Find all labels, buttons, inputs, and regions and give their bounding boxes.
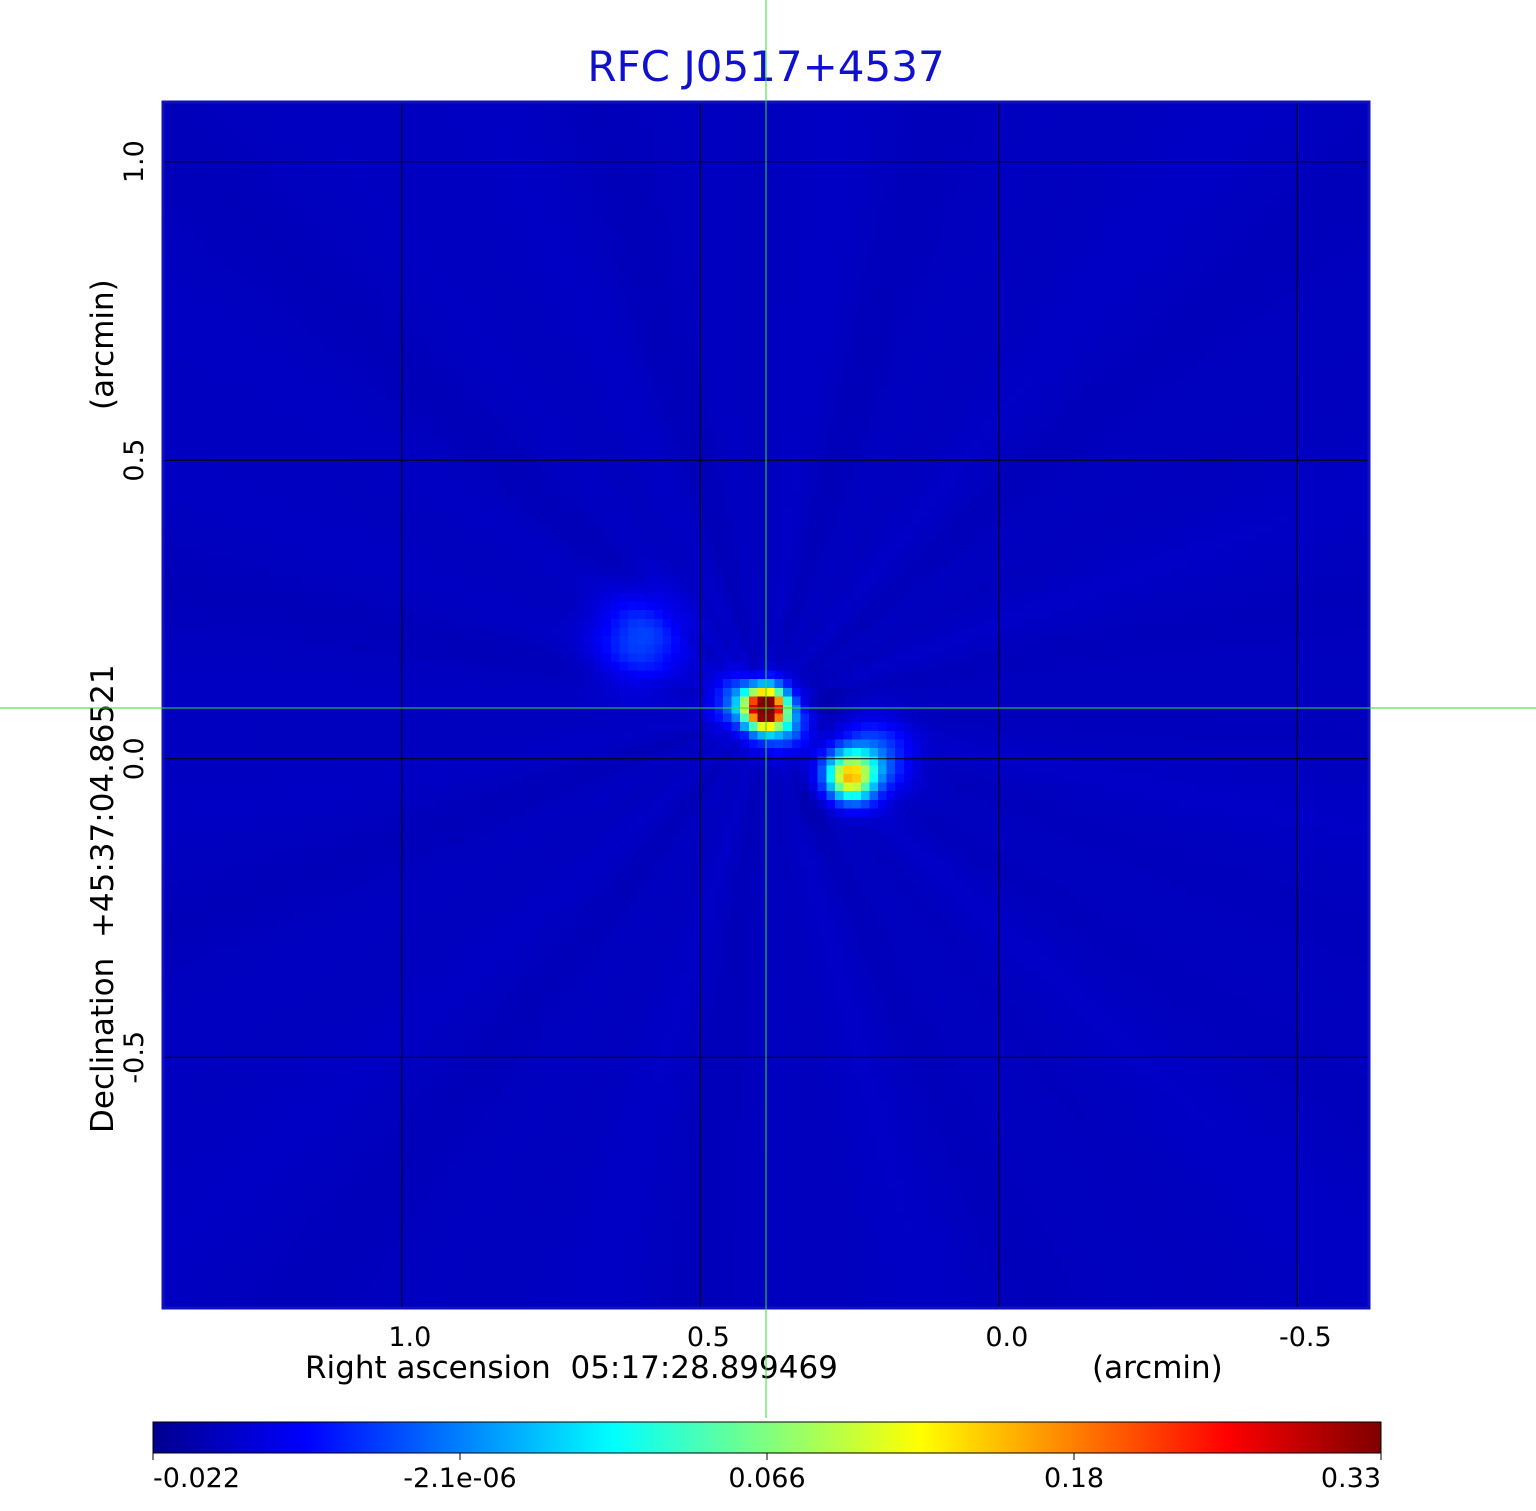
- y-tick-label: -0.5: [119, 1031, 150, 1084]
- colorbar-tick-label: 0.066: [728, 1463, 805, 1494]
- colorbar-tick-label: -0.022: [153, 1463, 240, 1494]
- x-tick-label: 0.0: [985, 1322, 1028, 1353]
- colorbar-tick-labels: -0.022 -2.1e-06 0.066 0.18 0.33: [152, 1453, 1382, 1494]
- colorbar-tick-label: -2.1e-06: [403, 1463, 516, 1494]
- y-tick-label: 0.5: [119, 439, 150, 482]
- x-axis-unit: (arcmin): [1092, 1350, 1223, 1386]
- x-tick-label: -0.5: [1279, 1322, 1332, 1353]
- y-tick-label: 1.0: [119, 140, 150, 183]
- x-axis-label: Right ascension 05:17:28.899469: [305, 1350, 838, 1386]
- colorbar-tick-label: 0.33: [1321, 1463, 1381, 1494]
- colorbar-tick-label: 0.18: [1044, 1463, 1104, 1494]
- y-axis-unit: (arcmin): [85, 279, 121, 410]
- crosshair: [0, 0, 1536, 1418]
- x-tick-label: 1.0: [388, 1322, 431, 1353]
- colorbar: [152, 1421, 1382, 1454]
- x-tick-labels: 1.0 0.5 0.0 -0.5: [388, 1322, 1331, 1353]
- y-tick-labels: 1.0 0.5 0.0 -0.5: [119, 140, 150, 1083]
- y-axis-label: Declination +45:37:04.86521: [85, 664, 121, 1133]
- x-tick-label: 0.5: [687, 1322, 730, 1353]
- y-tick-label: 0.0: [119, 737, 150, 780]
